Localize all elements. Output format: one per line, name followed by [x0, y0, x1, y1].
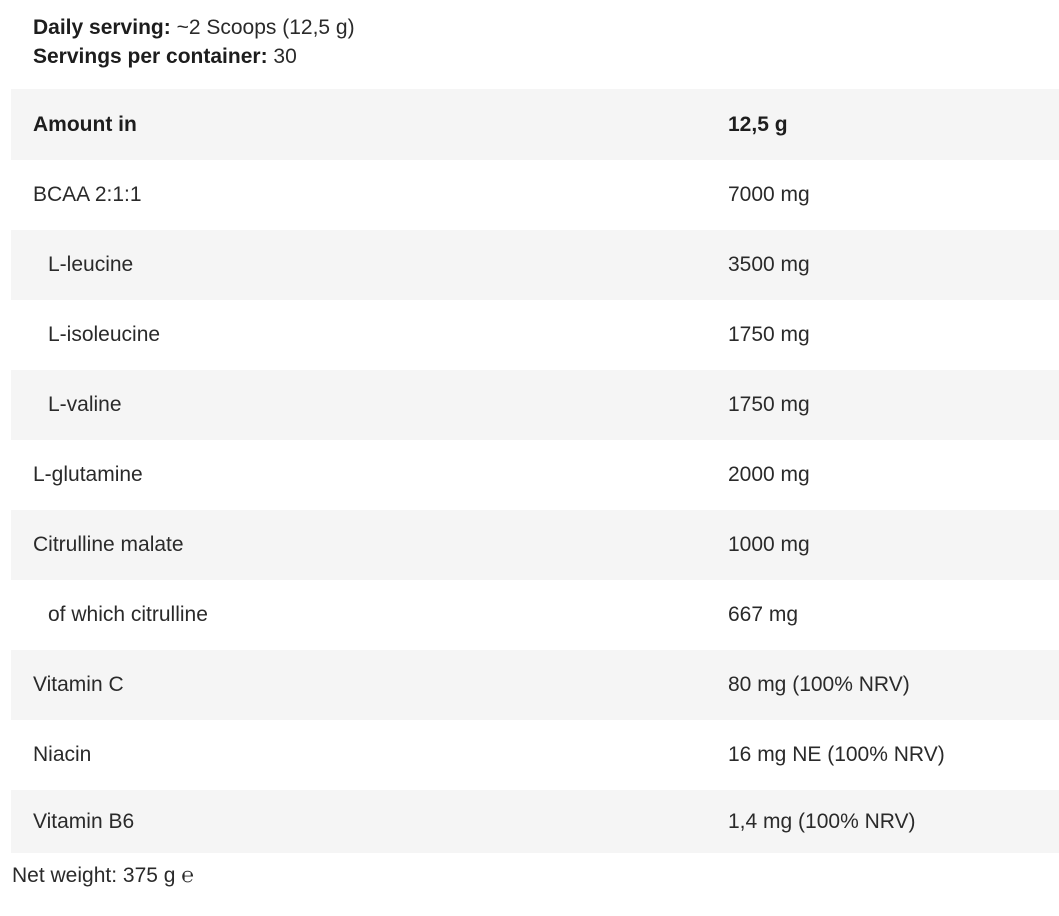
ingredient-name-cell: L-glutamine — [33, 463, 143, 486]
table-row: BCAA 2:1:1 7000 mg — [11, 160, 1059, 230]
table-row: L-glutamine 2000 mg — [11, 440, 1059, 510]
table-row: of which citrulline 667 mg — [11, 580, 1059, 650]
ingredient-amount-cell: 1750 mg — [728, 323, 810, 346]
daily-serving-label: Daily serving: — [33, 16, 171, 39]
ingredient-amount-cell: 16 mg NE (100% NRV) — [728, 743, 945, 766]
daily-serving-line: Daily serving: ~2 Scoops (12,5 g) — [33, 13, 1059, 42]
ingredient-name-cell: Niacin — [33, 743, 92, 766]
net-weight: Net weight: 375 g ℮ — [12, 864, 194, 887]
table-body: BCAA 2:1:1 7000 mg L-leucine 3500 mg L-i… — [0, 160, 1059, 853]
table-row: Vitamin B6 1,4 mg (100% NRV) — [11, 790, 1059, 853]
ingredient-name-cell: L-isoleucine — [48, 323, 161, 346]
ingredient-amount-cell: 3500 mg — [728, 253, 810, 276]
ingredient-amount-cell: 7000 mg — [728, 183, 810, 206]
header-amount-cell: 12,5 g — [728, 112, 788, 136]
table-header-row: Amount in 12,5 g — [11, 89, 1059, 160]
table-row: L-isoleucine 1750 mg — [11, 300, 1059, 370]
servings-per-container-value: 30 — [273, 45, 297, 68]
ingredient-amount-cell: 80 mg (100% NRV) — [728, 673, 910, 696]
ingredient-amount-cell: 1,4 mg (100% NRV) — [728, 809, 916, 833]
ingredient-amount-cell: 1750 mg — [728, 393, 810, 416]
ingredient-name-cell: Citrulline malate — [33, 533, 184, 556]
table-row: Vitamin C 80 mg (100% NRV) — [11, 650, 1059, 720]
daily-serving-value: ~2 Scoops (12,5 g) — [176, 16, 355, 39]
ingredient-name-cell: Vitamin B6 — [33, 809, 135, 833]
ingredient-amount-cell: 1000 mg — [728, 533, 810, 556]
nutrition-table: Amount in 12,5 g BCAA 2:1:1 7000 mg L-le… — [0, 89, 1059, 853]
ingredient-name-cell: L-leucine — [48, 253, 134, 276]
nutrition-panel: Daily serving: ~2 Scoops (12,5 g) Servin… — [0, 0, 1059, 887]
servings-per-container-line: Servings per container: 30 — [33, 42, 1059, 71]
ingredient-name-cell: L-valine — [48, 393, 122, 416]
serving-info: Daily serving: ~2 Scoops (12,5 g) Servin… — [0, 0, 1059, 71]
table-row: Niacin 16 mg NE (100% NRV) — [11, 720, 1059, 790]
ingredient-name-cell: Vitamin C — [33, 673, 124, 696]
table-row: Citrulline malate 1000 mg — [11, 510, 1059, 580]
table-row: L-valine 1750 mg — [11, 370, 1059, 440]
ingredient-name-cell: of which citrulline — [48, 603, 208, 626]
ingredient-amount-cell: 2000 mg — [728, 463, 810, 486]
servings-per-container-label: Servings per container: — [33, 45, 268, 68]
ingredient-name-cell: BCAA 2:1:1 — [33, 183, 142, 206]
table-row: L-leucine 3500 mg — [11, 230, 1059, 300]
ingredient-amount-cell: 667 mg — [728, 603, 799, 626]
header-name-cell: Amount in — [33, 112, 137, 136]
